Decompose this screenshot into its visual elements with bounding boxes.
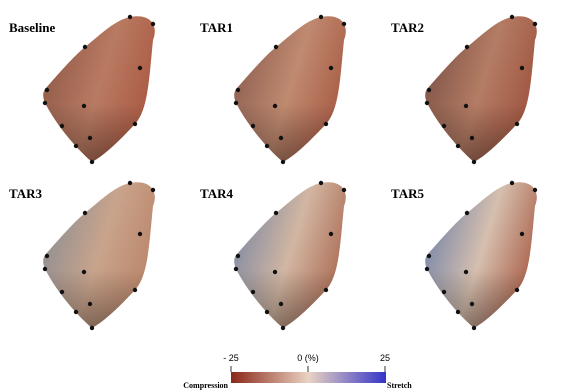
marker [426, 253, 432, 259]
marker [82, 44, 88, 50]
panel: TAR3 [9, 180, 156, 331]
marker [471, 325, 477, 331]
panel-label: TAR2 [391, 20, 424, 35]
marker [264, 143, 270, 149]
marker [272, 269, 278, 275]
marker [137, 65, 143, 71]
marker [424, 266, 430, 272]
colorbar-tick-label: 25 [380, 353, 390, 363]
marker [150, 21, 156, 27]
marker [59, 123, 65, 129]
marker [81, 269, 87, 275]
marker [89, 325, 95, 331]
panel: TAR5 [391, 180, 538, 331]
surface-shadow [425, 182, 537, 328]
colorbar: - 25 0 (%) 25 Compression Stretch [183, 353, 412, 390]
marker [280, 159, 286, 165]
surface-shadow [43, 182, 155, 328]
marker [463, 269, 469, 275]
marker [424, 100, 430, 106]
marker [509, 180, 515, 186]
colorbar-min-label: Compression [183, 381, 228, 390]
colorbar-max-label: Stretch [387, 381, 412, 390]
marker [441, 289, 447, 295]
marker [250, 289, 256, 295]
marker [455, 309, 461, 315]
panel-label: TAR1 [200, 20, 233, 35]
panel: TAR1 [200, 14, 347, 165]
marker [150, 187, 156, 193]
marker [318, 180, 324, 186]
marker [82, 210, 88, 216]
marker [137, 231, 143, 237]
marker [280, 325, 286, 331]
marker [273, 44, 279, 50]
marker [42, 266, 48, 272]
marker [464, 44, 470, 50]
marker [341, 21, 347, 27]
colorbar-tick-label: 0 (%) [297, 353, 319, 363]
marker [233, 100, 239, 106]
panel-label: Baseline [9, 20, 55, 35]
marker [235, 87, 241, 93]
surface-shadow [425, 16, 537, 162]
marker [44, 253, 50, 259]
marker [514, 121, 520, 127]
marker [250, 123, 256, 129]
marker [328, 231, 334, 237]
marker [87, 301, 93, 307]
marker [273, 210, 279, 216]
colorbar-scale [231, 372, 386, 383]
panel-label: TAR3 [9, 186, 42, 201]
marker [441, 123, 447, 129]
marker [323, 287, 329, 293]
marker [519, 65, 525, 71]
marker [519, 231, 525, 237]
marker [132, 287, 138, 293]
marker [73, 143, 79, 149]
surface-shadow [234, 16, 346, 162]
panel: TAR2 [391, 14, 538, 165]
marker [235, 253, 241, 259]
panel: Baseline [9, 14, 156, 165]
marker [469, 135, 475, 141]
marker [455, 143, 461, 149]
marker [132, 121, 138, 127]
marker [44, 87, 50, 93]
marker [89, 159, 95, 165]
marker [278, 135, 284, 141]
marker [73, 309, 79, 315]
colorbar-tick-label: - 25 [223, 353, 239, 363]
surface-shadow [234, 182, 346, 328]
panel: TAR4 [200, 180, 347, 331]
marker [278, 301, 284, 307]
marker [127, 14, 133, 20]
marker [323, 121, 329, 127]
marker [469, 301, 475, 307]
marker [233, 266, 239, 272]
marker [81, 103, 87, 109]
marker [272, 103, 278, 109]
marker [127, 180, 133, 186]
marker [59, 289, 65, 295]
marker [509, 14, 515, 20]
marker [426, 87, 432, 93]
marker [264, 309, 270, 315]
marker [463, 103, 469, 109]
marker [514, 287, 520, 293]
marker [471, 159, 477, 165]
marker [87, 135, 93, 141]
marker [532, 187, 538, 193]
surface-shadow [43, 16, 155, 162]
marker [341, 187, 347, 193]
marker [42, 100, 48, 106]
panel-label: TAR5 [391, 186, 424, 201]
marker [464, 210, 470, 216]
marker [328, 65, 334, 71]
panel-label: TAR4 [200, 186, 233, 201]
marker [532, 21, 538, 27]
marker [318, 14, 324, 20]
